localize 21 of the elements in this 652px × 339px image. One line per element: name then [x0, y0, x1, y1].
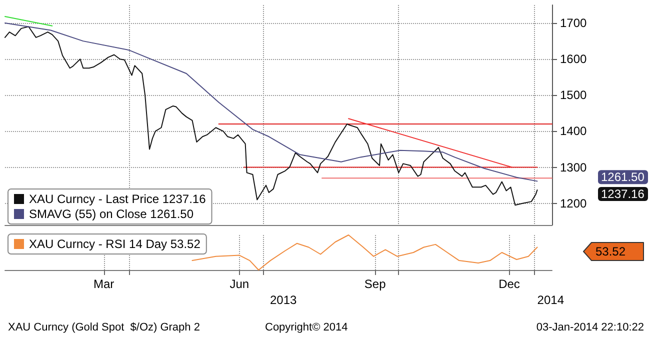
legend-label: XAU Curncy - Last Price 1237.16: [29, 192, 206, 206]
y-tick-label: 1300: [560, 160, 588, 174]
y-tick-label: 1600: [560, 52, 588, 66]
text: Copyright© 2014: [265, 322, 348, 334]
x-tick-label: Sep: [364, 277, 386, 291]
text: XAU Curncy (Gold Spot $/Oz) Graph 2: [8, 322, 200, 334]
legend-label: XAU Curncy - RSI 14 Day 53.52: [29, 237, 201, 251]
text: 1261.50: [601, 170, 645, 184]
x-tick-label: Jun: [230, 277, 250, 291]
text: 03-Jan-2014 22:10:22: [536, 322, 644, 334]
x-axis-title: 2013: [270, 293, 298, 307]
text: 2014: [537, 293, 564, 307]
y-tick-label: 1400: [560, 124, 588, 138]
y-tick-label: 1500: [560, 88, 588, 102]
y-tick-label: 1200: [560, 196, 588, 210]
y-tick-label: 1700: [560, 16, 588, 30]
x-tick-label: Mar: [93, 277, 114, 291]
legend-label: SMAVG (55) on Close 1261.50: [29, 207, 194, 221]
x-tick-label: Dec: [498, 277, 520, 291]
text: 1237.16: [601, 186, 645, 201]
text: 53.52: [596, 244, 626, 258]
